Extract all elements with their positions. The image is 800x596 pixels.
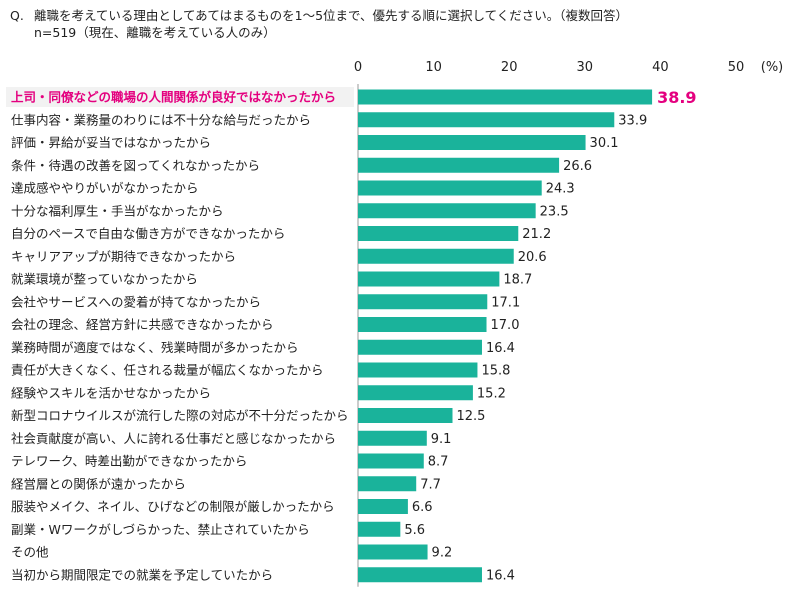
bar	[358, 135, 586, 150]
category-label: 上司・同僚などの職場の人間関係が良好ではなかったから	[11, 90, 336, 105]
category-label: 副業・Wワークがしづらかった、禁止されていたから	[11, 522, 310, 537]
value-label: 17.0	[491, 318, 520, 333]
x-tick-label: 30	[577, 60, 594, 75]
bar	[358, 385, 473, 401]
value-label: 33.9	[618, 113, 647, 128]
bar	[358, 248, 514, 264]
category-label: 達成感ややりがいがなかったから	[11, 181, 199, 196]
value-label: 9.2	[432, 546, 453, 561]
category-label: 評価・昇給が妥当ではなかったから	[11, 135, 211, 150]
bars	[358, 89, 653, 583]
bar	[358, 567, 482, 583]
value-labels: 38.9 33.9 30.1 26.6 24.3 23.5 21.2 20.6 18.7 17.1…	[404, 88, 696, 583]
bar	[358, 339, 482, 355]
category-label: その他	[11, 545, 49, 560]
value-label: 7.7	[420, 477, 441, 492]
category-label: 責任が大きくなく、任される裁量が幅広くなかったから	[11, 363, 324, 378]
category-label: 業務時間が適度ではなく、残業時間が多かったから	[11, 340, 299, 355]
bar	[358, 499, 408, 514]
value-label: 23.5	[540, 204, 569, 219]
bar	[358, 430, 427, 446]
bar	[358, 453, 424, 469]
x-tick-label: 0	[354, 60, 362, 75]
value-label: 24.3	[546, 182, 575, 197]
value-label: 15.2	[477, 386, 506, 401]
category-label: 自分のペースで自由な働き方ができなかったから	[11, 226, 285, 241]
bar	[358, 157, 560, 173]
category-label: テレワーク、時差出勤ができなかったから	[11, 454, 247, 469]
bar	[358, 544, 428, 560]
question-header: Q. 離職を考えている理由としてあてはまるものを1～5位まで、優先する順に選択して…	[10, 7, 628, 41]
bar	[358, 521, 401, 537]
value-label: 16.4	[486, 341, 515, 356]
bar	[358, 112, 615, 128]
value-label: 5.6	[404, 523, 425, 538]
category-label: 新型コロナウイルスが流行した際の対応が不十分だったから	[11, 408, 349, 423]
category-label: 服装やメイク、ネイル、ひげなどの制限が厳しかったから	[11, 499, 335, 514]
highlight-row-background-layer	[6, 87, 354, 107]
category-label: 十分な福利厚生・手当がなかったから	[11, 203, 224, 218]
bar	[358, 362, 478, 378]
value-label: 9.1	[431, 432, 452, 447]
value-label: 12.5	[457, 409, 486, 424]
value-label: 30.1	[590, 136, 619, 151]
category-label: 経営層との関係が遠かったから	[11, 476, 186, 491]
sample-size-note: n=519（現在、離職を考えている人のみ）	[34, 25, 276, 40]
value-label: 20.6	[518, 250, 547, 265]
value-label: 21.2	[522, 227, 551, 242]
category-label: 仕事内容・業務量のわりには不十分な給与だったから	[11, 112, 311, 127]
bar	[358, 408, 453, 423]
bar	[358, 226, 519, 241]
x-tick-label: 50	[728, 60, 745, 75]
question-text: 離職を考えている理由としてあてはまるものを1～5位まで、優先する順に選択してくだ…	[34, 8, 629, 23]
bar	[358, 180, 542, 196]
x-axis: 0 10 20 30 40 50 (%)	[354, 60, 783, 587]
category-label: 就業環境が整っていなかったから	[11, 272, 198, 287]
x-tick-label: 10	[425, 60, 442, 75]
value-label: 15.8	[481, 364, 510, 379]
value-label: 6.6	[412, 500, 433, 515]
bar	[358, 476, 417, 492]
bar	[358, 294, 488, 310]
x-tick-label: 40	[652, 60, 669, 75]
question-prefix: Q.	[10, 8, 24, 23]
bar	[358, 203, 536, 219]
value-label: 18.7	[503, 273, 532, 288]
value-label: 26.6	[563, 159, 592, 174]
category-labels: 上司・同僚などの職場の人間関係が良好ではなかったから仕事内容・業務量のわりには不…	[11, 90, 349, 583]
bar	[358, 89, 653, 105]
bar	[358, 271, 500, 287]
category-label: キャリアアップが期待できなかったから	[11, 249, 236, 264]
value-label: 16.4	[486, 568, 515, 583]
bar	[358, 317, 487, 332]
value-label: 8.7	[428, 455, 449, 470]
x-tick-label: 20	[501, 60, 518, 75]
category-label: 会社やサービスへの愛着が持てなかったから	[11, 294, 261, 309]
value-label: 38.9	[657, 88, 696, 107]
highlight-row-background	[6, 87, 354, 107]
category-label: 経験やスキルを活かせなかったから	[11, 385, 211, 400]
category-label: 条件・待遇の改善を図ってくれなかったから	[11, 158, 260, 173]
value-label: 17.1	[491, 295, 520, 310]
category-label: 社会貢献度が高い、人に誇れる仕事だと感じなかったから	[11, 431, 336, 446]
category-label: 会社の理念、経営方針に共感できなかったから	[11, 317, 274, 332]
category-label: 当初から期間限定での就業を予定していたから	[11, 567, 273, 582]
unit-label: (%)	[761, 60, 784, 75]
